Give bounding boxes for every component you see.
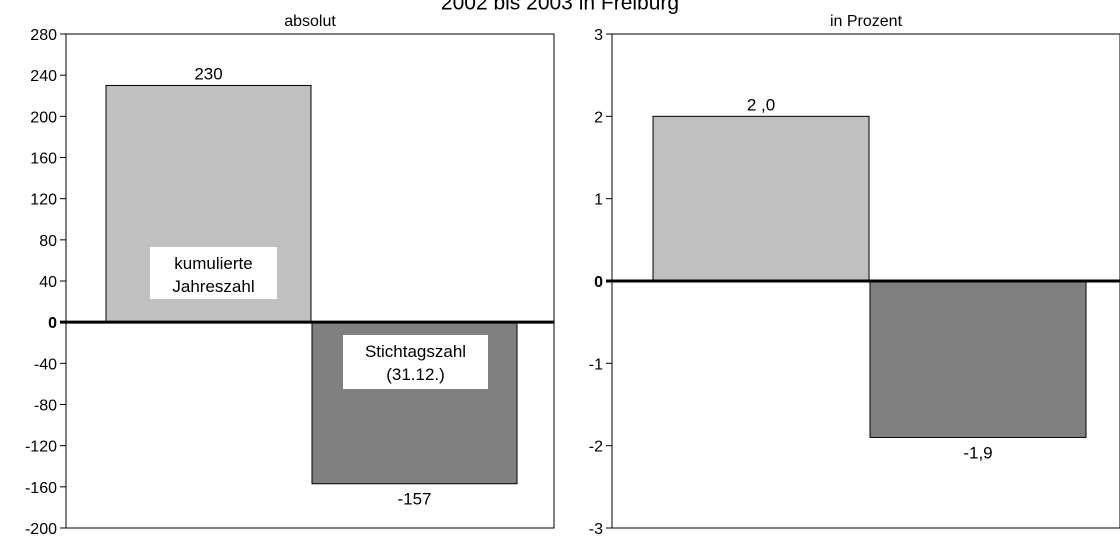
annotation-box: [343, 335, 488, 389]
y-tick-label: 120: [30, 192, 57, 209]
y-tick-label: 80: [39, 233, 57, 250]
y-tick-label: -160: [25, 480, 57, 497]
y-tick-label: 2: [594, 109, 603, 126]
panel-title: absolut: [284, 13, 336, 30]
y-tick-label: 160: [30, 151, 57, 168]
data-label: 230: [194, 64, 222, 83]
panel-in-prozent: in Prozent -3 -2 -1 0 1 2 3 2 ,0 -1,9: [589, 13, 1120, 538]
chart-main-title: 2002 bis 2003 in Freiburg: [441, 0, 679, 15]
y-tick-label: -40: [34, 356, 57, 373]
y-tick-label: 240: [30, 68, 57, 85]
y-tick-label: -120: [25, 439, 57, 456]
y-tick-label: -80: [34, 398, 57, 415]
bar-kumulierte-jahreszahl: [652, 115, 870, 282]
y-tick-label: 200: [30, 109, 57, 126]
annotation-text: (31.12.): [386, 365, 445, 384]
y-tick-label: -2: [589, 439, 603, 456]
y-tick-label: 1: [594, 192, 603, 209]
y-tick-label: -1: [589, 356, 603, 373]
data-label: 2 ,0: [747, 95, 775, 114]
data-label: -157: [397, 490, 431, 509]
panel-absolut: absolut -200 -160 -120 -80 -40 0 40 80 120 160 200 2…: [25, 13, 555, 538]
annotation-box: [150, 247, 277, 299]
y-tick-label: 0: [594, 274, 603, 291]
annotation-text: Stichtagszahl: [365, 342, 466, 361]
data-label: -1,9: [963, 443, 992, 462]
panel-title: in Prozent: [830, 13, 903, 30]
annotation-text: Jahreszahl: [172, 277, 254, 296]
y-tick-label: 40: [39, 274, 57, 291]
annotation-text: kumulierte: [174, 254, 252, 273]
y-tick-label: -200: [25, 521, 57, 538]
y-tick-label: 0: [48, 315, 57, 332]
y-tick-label: 280: [30, 27, 57, 44]
bar-stichtagszahl: [869, 280, 1087, 438]
y-tick-label: -3: [589, 521, 603, 538]
y-tick-label: 3: [594, 27, 603, 44]
